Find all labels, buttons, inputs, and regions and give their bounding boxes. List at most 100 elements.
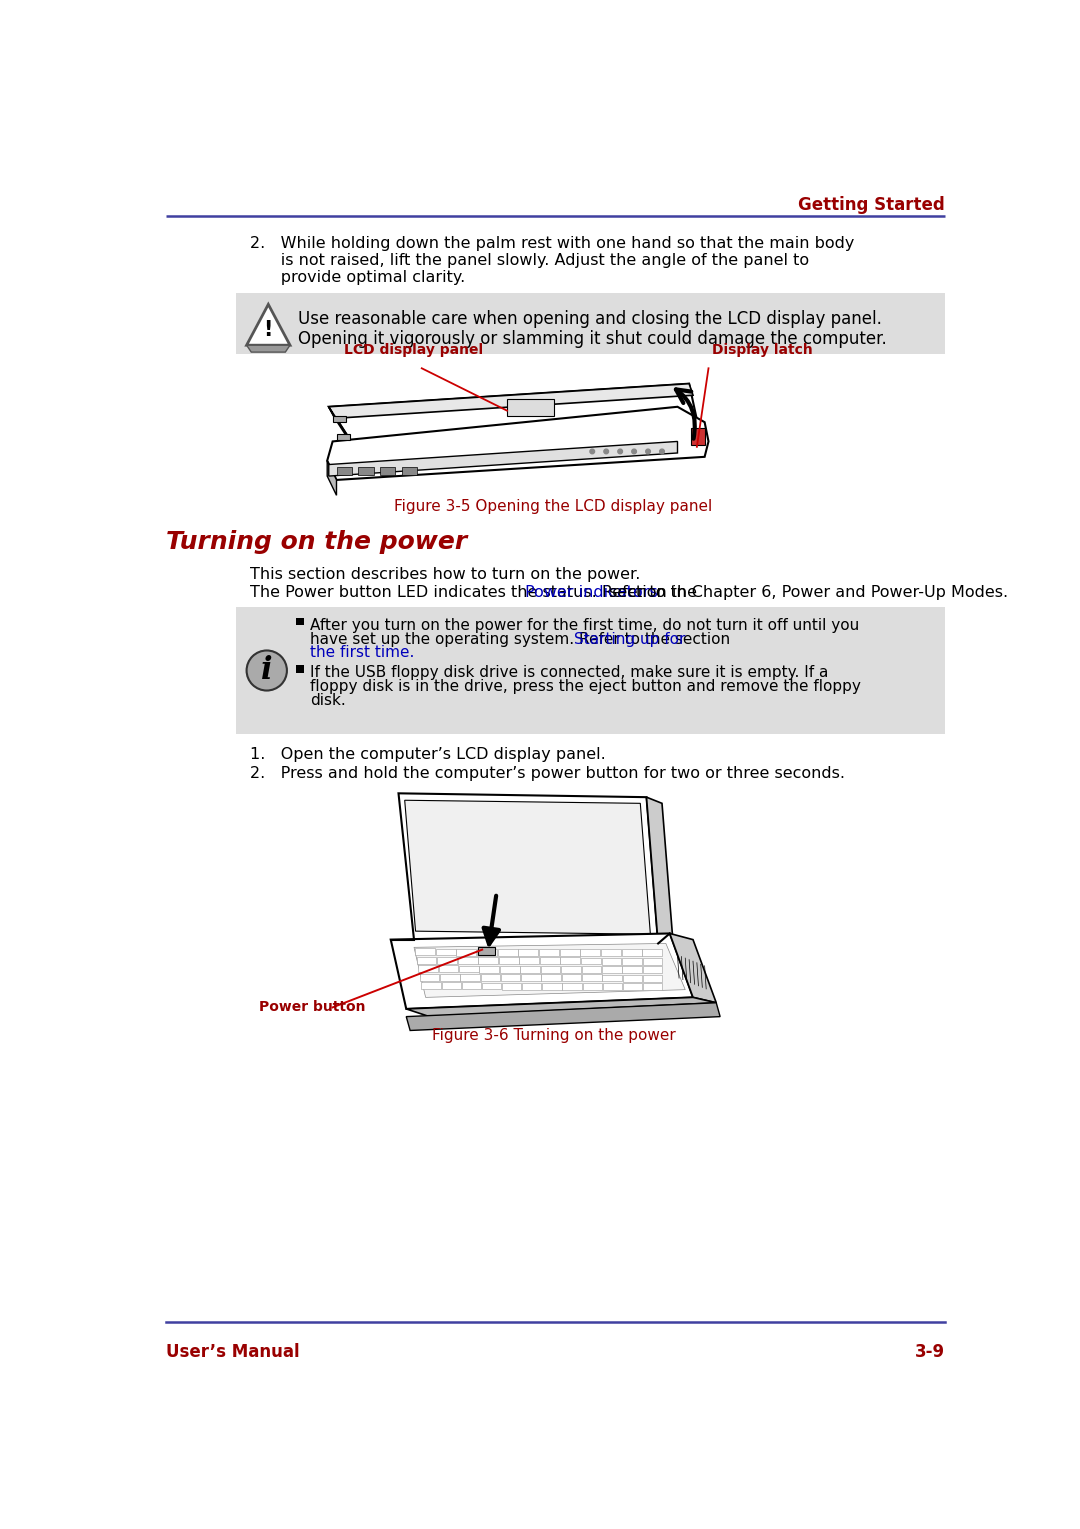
FancyBboxPatch shape — [437, 957, 457, 963]
FancyBboxPatch shape — [440, 974, 460, 982]
FancyBboxPatch shape — [603, 983, 622, 989]
FancyBboxPatch shape — [421, 982, 441, 989]
Circle shape — [604, 450, 608, 454]
Polygon shape — [328, 442, 677, 476]
Polygon shape — [328, 407, 369, 472]
FancyBboxPatch shape — [482, 983, 501, 989]
Polygon shape — [328, 384, 701, 460]
FancyBboxPatch shape — [442, 983, 461, 989]
FancyBboxPatch shape — [623, 983, 643, 989]
FancyBboxPatch shape — [622, 974, 643, 982]
Text: 2.   Press and hold the computer’s power button for two or three seconds.: 2. Press and hold the computer’s power b… — [249, 766, 845, 781]
Polygon shape — [327, 460, 337, 495]
FancyBboxPatch shape — [561, 957, 580, 965]
FancyBboxPatch shape — [519, 957, 539, 965]
FancyBboxPatch shape — [539, 950, 559, 956]
FancyBboxPatch shape — [522, 983, 541, 989]
FancyBboxPatch shape — [499, 957, 518, 965]
FancyBboxPatch shape — [477, 948, 497, 956]
Text: If the USB floppy disk drive is connected, make sure it is empty. If a: If the USB floppy disk drive is connecte… — [310, 665, 828, 680]
FancyBboxPatch shape — [602, 966, 622, 972]
Text: floppy disk is in the drive, press the eject button and remove the floppy: floppy disk is in the drive, press the e… — [310, 679, 861, 694]
FancyBboxPatch shape — [235, 607, 945, 734]
FancyBboxPatch shape — [582, 974, 602, 982]
FancyBboxPatch shape — [436, 948, 456, 956]
FancyBboxPatch shape — [501, 974, 521, 982]
Polygon shape — [246, 346, 291, 352]
FancyBboxPatch shape — [602, 950, 621, 956]
Circle shape — [632, 450, 636, 454]
FancyBboxPatch shape — [522, 974, 541, 982]
Text: the first time.: the first time. — [310, 645, 415, 661]
FancyBboxPatch shape — [438, 965, 458, 972]
FancyBboxPatch shape — [420, 974, 440, 980]
FancyBboxPatch shape — [542, 983, 562, 989]
Text: After you turn on the power for the first time, do not turn it off until you: After you turn on the power for the firs… — [310, 618, 860, 633]
Text: Starting up for: Starting up for — [575, 631, 686, 647]
Text: Opening it vigorously or slamming it shut could damage the computer.: Opening it vigorously or slamming it shu… — [298, 330, 887, 347]
Polygon shape — [391, 934, 693, 1009]
FancyBboxPatch shape — [498, 950, 517, 956]
FancyBboxPatch shape — [582, 983, 602, 989]
FancyBboxPatch shape — [603, 974, 622, 982]
Polygon shape — [405, 800, 650, 934]
FancyBboxPatch shape — [478, 957, 498, 965]
Text: is not raised, lift the panel slowly. Adjust the angle of the panel to: is not raised, lift the panel slowly. Ad… — [249, 252, 809, 268]
FancyBboxPatch shape — [622, 957, 642, 965]
FancyBboxPatch shape — [562, 974, 581, 982]
Text: i: i — [261, 654, 272, 687]
FancyBboxPatch shape — [481, 974, 500, 982]
FancyBboxPatch shape — [334, 416, 346, 422]
FancyBboxPatch shape — [417, 957, 436, 963]
FancyBboxPatch shape — [380, 466, 395, 474]
FancyBboxPatch shape — [507, 399, 554, 416]
Polygon shape — [327, 407, 708, 480]
FancyBboxPatch shape — [691, 428, 705, 445]
FancyBboxPatch shape — [602, 957, 621, 965]
FancyBboxPatch shape — [559, 950, 580, 956]
FancyBboxPatch shape — [459, 965, 478, 972]
FancyBboxPatch shape — [337, 434, 350, 440]
FancyBboxPatch shape — [581, 966, 602, 972]
FancyBboxPatch shape — [521, 966, 540, 972]
Text: disk.: disk. — [310, 693, 346, 708]
Polygon shape — [670, 934, 716, 1003]
Polygon shape — [647, 797, 674, 950]
FancyBboxPatch shape — [562, 966, 581, 972]
FancyBboxPatch shape — [541, 974, 561, 982]
FancyBboxPatch shape — [643, 974, 662, 982]
Circle shape — [590, 450, 595, 454]
FancyBboxPatch shape — [563, 983, 582, 989]
Text: Power indicators: Power indicators — [525, 586, 658, 601]
Text: Display latch: Display latch — [713, 342, 813, 356]
Circle shape — [646, 450, 650, 454]
FancyBboxPatch shape — [643, 950, 662, 956]
FancyBboxPatch shape — [402, 466, 417, 474]
Polygon shape — [414, 943, 685, 997]
FancyBboxPatch shape — [337, 466, 352, 474]
Text: Getting Started: Getting Started — [798, 196, 945, 214]
FancyBboxPatch shape — [622, 966, 642, 972]
Text: This section describes how to turn on the power.: This section describes how to turn on th… — [249, 567, 640, 583]
FancyBboxPatch shape — [418, 965, 437, 972]
Text: Figure 3-5 Opening the LCD display panel: Figure 3-5 Opening the LCD display panel — [394, 498, 713, 514]
FancyBboxPatch shape — [296, 618, 303, 625]
FancyBboxPatch shape — [500, 966, 519, 972]
Circle shape — [618, 450, 622, 454]
FancyBboxPatch shape — [460, 974, 480, 982]
FancyBboxPatch shape — [478, 948, 496, 956]
FancyBboxPatch shape — [235, 294, 945, 355]
Text: LCD display panel: LCD display panel — [345, 342, 484, 356]
FancyBboxPatch shape — [480, 966, 499, 972]
FancyBboxPatch shape — [581, 957, 600, 965]
Text: Figure 3-6 Turning on the power: Figure 3-6 Turning on the power — [432, 1027, 675, 1043]
Text: The Power button LED indicates the status. Refer to the: The Power button LED indicates the statu… — [249, 586, 702, 601]
Circle shape — [246, 650, 287, 691]
Text: User’s Manual: User’s Manual — [166, 1342, 299, 1361]
FancyBboxPatch shape — [415, 948, 435, 956]
Polygon shape — [328, 384, 693, 419]
Text: 1.   Open the computer’s LCD display panel.: 1. Open the computer’s LCD display panel… — [249, 748, 606, 761]
FancyBboxPatch shape — [643, 957, 662, 965]
FancyBboxPatch shape — [643, 983, 662, 991]
FancyBboxPatch shape — [643, 966, 662, 972]
